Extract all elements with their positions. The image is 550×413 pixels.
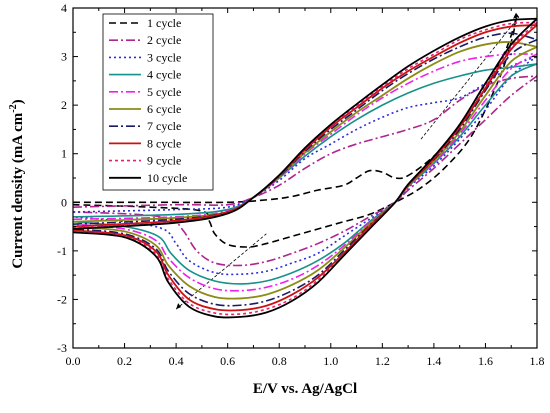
- x-tick-label: 1.4: [426, 354, 441, 368]
- legend-label-2: 2 cycle: [147, 33, 181, 47]
- series-4-curve: [73, 63, 537, 285]
- y-tick-label: 4: [61, 1, 67, 15]
- series-5-anodic-branch: [73, 53, 537, 221]
- series-4-cathodic-branch: [73, 63, 537, 285]
- x-axis-title: E/V vs. Ag/AgCl: [253, 381, 357, 397]
- series-2-cathodic-branch: [73, 75, 537, 267]
- series-1-cathodic-branch: [73, 17, 518, 248]
- series-10-cathodic-branch: [73, 18, 537, 319]
- y-axis-title-tail: ): [10, 99, 26, 104]
- y-tick-label: -3: [57, 341, 67, 355]
- legend-label-5: 5 cycle: [147, 85, 181, 99]
- series-10-curve: [73, 17, 537, 319]
- legend-label-1: 1 cycle: [147, 16, 181, 30]
- y-tick-label: 3: [61, 50, 67, 64]
- x-tick-label: 1.2: [375, 354, 390, 368]
- x-tick-label: 0.2: [117, 354, 132, 368]
- series-4-anodic-branch: [73, 63, 537, 218]
- legend: 1 cycle 2 cycle 3 cycle 4 cycle 5 cycle 6 cyc…: [102, 13, 214, 191]
- legend-label-6: 6 cycle: [147, 102, 181, 116]
- series-8-anodic-branch: [73, 24, 537, 228]
- y-tick-label: 2: [61, 98, 67, 112]
- y-axis-title-main: Current density (mA cm: [10, 112, 26, 268]
- y-tick-label: 1: [61, 147, 67, 161]
- y-tick-label: -2: [57, 292, 67, 306]
- legend-label-4: 4 cycle: [147, 68, 181, 82]
- series-7-cathodic-branch: [73, 38, 537, 307]
- series-9-anodic-branch: [73, 21, 537, 229]
- x-tick-label: 0.6: [220, 354, 235, 368]
- y-tick-label: -1: [57, 244, 67, 258]
- x-tick-label: 1.6: [478, 354, 493, 368]
- legend-label-8: 8 cycle: [147, 136, 181, 150]
- guide-arrowhead-bottom: [176, 303, 182, 310]
- guide-line-2: [420, 16, 520, 140]
- series-1-curve: [73, 17, 518, 248]
- legend-label-10: 10 cycle: [147, 171, 187, 185]
- legend-label-9: 9 cycle: [147, 154, 181, 168]
- legend-label-7: 7 cycle: [147, 119, 181, 133]
- guide-arrowhead-top: [512, 12, 519, 19]
- legend-label-3: 3 cycle: [147, 50, 181, 64]
- series-6-cathodic-branch: [73, 46, 537, 300]
- series-10-anodic-branch: [73, 17, 537, 230]
- series-group: [73, 16, 537, 319]
- x-tick-label: 1.0: [323, 354, 338, 368]
- series-2-curve: [73, 75, 537, 267]
- x-tick-label: 0.4: [169, 354, 184, 368]
- x-tick-label: 0.8: [272, 354, 287, 368]
- series-5-curve: [73, 53, 537, 292]
- series-9-cathodic-branch: [73, 21, 537, 316]
- series-2-anodic-branch: [73, 75, 537, 208]
- y-axis-title: Current density (mA cm-2): [8, 99, 26, 268]
- axes: 0.0 0.2 0.4 0.6 0.8 1.0 1.2 1.4 1.6 1.8 -3 -2 -1 0 1 2 3…: [57, 1, 545, 368]
- y-axis-title-superscript: -2: [8, 104, 19, 112]
- series-8-cathodic-branch: [73, 24, 537, 312]
- y-tick-label: 0: [61, 195, 67, 209]
- series-1-anodic-branch: [73, 17, 518, 204]
- plot-area: [73, 12, 537, 319]
- x-tick-label: 1.8: [530, 354, 545, 368]
- series-8-curve: [73, 24, 537, 312]
- series-5-cathodic-branch: [73, 53, 537, 292]
- x-tick-label: 0.0: [66, 354, 81, 368]
- series-9-curve: [73, 21, 537, 316]
